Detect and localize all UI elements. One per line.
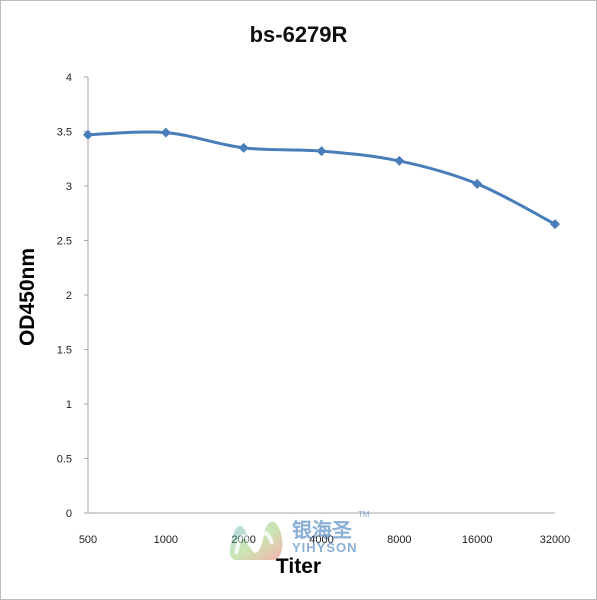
watermark-logo: 银海圣 TM YIHYSON: [222, 510, 382, 565]
y-tick-label: 3: [66, 181, 72, 193]
x-tick-labels: 50010002000400080001600032000: [79, 534, 570, 546]
axes: [84, 76, 555, 514]
y-tick-label: 2.5: [57, 236, 72, 248]
x-tick-label: 8000: [387, 534, 411, 546]
y-tick-label: 1: [66, 399, 72, 411]
data-point-marker: [83, 129, 93, 140]
chart-title: bs-6279R: [249, 22, 348, 47]
data-point-marker: [472, 178, 483, 189]
x-tick-label: 500: [79, 534, 97, 546]
watermark-english-text: YIHYSON: [292, 540, 358, 555]
y-tick-labels: 0 0.5 1 1.5 2 2.5 3 3.5 4: [57, 72, 72, 520]
x-axis-label: Titer: [275, 555, 322, 578]
yihyson-logo-icon: [229, 521, 283, 560]
watermark-trademark: TM: [358, 510, 370, 519]
y-tick-label: 4: [66, 72, 72, 84]
y-tick-label: 1.5: [57, 345, 72, 357]
data-point-marker: [238, 142, 249, 153]
series-line: [87, 130, 556, 226]
data-point-marker: [394, 155, 405, 166]
x-tick-label: 16000: [462, 534, 493, 546]
y-tick-label: 0: [66, 508, 72, 520]
y-tick-label: 3.5: [57, 127, 72, 139]
watermark-chinese-text: 银海圣: [292, 518, 352, 542]
data-point-marker: [160, 127, 171, 138]
data-point-marker: [316, 146, 327, 157]
x-tick-label: 1000: [154, 534, 178, 546]
y-tick-label: 0.5: [57, 454, 72, 466]
data-point-marker: [550, 219, 560, 230]
x-tick-label: 32000: [540, 534, 571, 546]
series-group: [83, 127, 560, 230]
x-tick-label: 4000: [309, 534, 333, 546]
y-tick-label: 2: [66, 290, 72, 302]
